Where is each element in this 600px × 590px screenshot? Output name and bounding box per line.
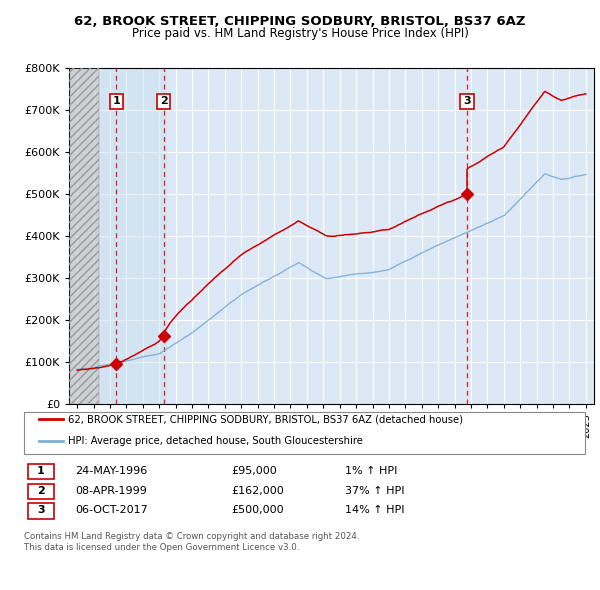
Text: 08-APR-1999: 08-APR-1999: [75, 486, 147, 496]
Text: 14% ↑ HPI: 14% ↑ HPI: [345, 506, 404, 515]
Text: £95,000: £95,000: [231, 466, 277, 476]
Text: 24-MAY-1996: 24-MAY-1996: [75, 466, 147, 476]
Text: 2: 2: [37, 486, 44, 496]
Text: Price paid vs. HM Land Registry's House Price Index (HPI): Price paid vs. HM Land Registry's House …: [131, 27, 469, 40]
Text: 2: 2: [160, 97, 167, 106]
Text: HPI: Average price, detached house, South Gloucestershire: HPI: Average price, detached house, Sout…: [68, 436, 362, 445]
Text: 3: 3: [37, 506, 44, 515]
Text: 62, BROOK STREET, CHIPPING SODBURY, BRISTOL, BS37 6AZ: 62, BROOK STREET, CHIPPING SODBURY, BRIS…: [74, 15, 526, 28]
Text: £500,000: £500,000: [231, 506, 284, 515]
Text: 3: 3: [463, 97, 471, 106]
Text: 37% ↑ HPI: 37% ↑ HPI: [345, 486, 404, 496]
Text: 1% ↑ HPI: 1% ↑ HPI: [345, 466, 397, 476]
Text: 06-OCT-2017: 06-OCT-2017: [75, 506, 148, 515]
Bar: [98, 68, 167, 404]
Bar: [69, 68, 98, 404]
Text: 62, BROOK STREET, CHIPPING SODBURY, BRISTOL, BS37 6AZ (detached house): 62, BROOK STREET, CHIPPING SODBURY, BRIS…: [68, 415, 463, 424]
Text: £162,000: £162,000: [231, 486, 284, 496]
Text: 1: 1: [113, 97, 120, 106]
Text: Contains HM Land Registry data © Crown copyright and database right 2024.
This d: Contains HM Land Registry data © Crown c…: [24, 532, 359, 552]
Text: 1: 1: [37, 466, 44, 476]
Bar: [69, 68, 98, 404]
